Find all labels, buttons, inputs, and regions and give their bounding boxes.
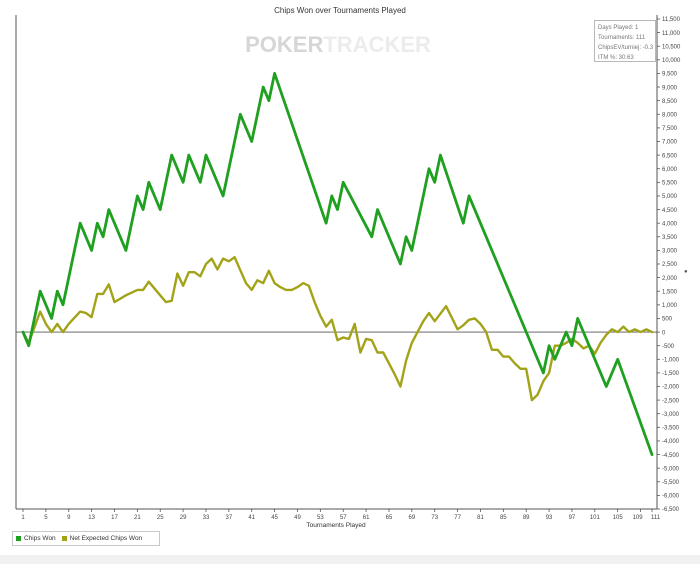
x-tick-label: 81 xyxy=(477,515,484,521)
x-tick-label: 29 xyxy=(180,515,187,521)
x-tick-label: 57 xyxy=(340,515,347,521)
legend-item-net-expected[interactable]: Net Expected Chips Won xyxy=(61,535,143,542)
y-tick-label: 3,000 xyxy=(662,249,678,255)
stat-days-played: Days Played: 1 xyxy=(598,25,639,31)
x-tick-label: 105 xyxy=(613,515,624,521)
y-tick-label: 5,500 xyxy=(662,181,678,187)
x-tick-label: 9 xyxy=(67,515,71,521)
y-tick-label: -2,500 xyxy=(662,398,680,404)
y-tick-label: -1,500 xyxy=(662,371,680,377)
stat-chips-ev: ChipsEV/turniej: -0.3 xyxy=(598,45,654,51)
series-net-expected-line xyxy=(21,256,654,402)
x-axis-label: Tournaments Played xyxy=(306,522,366,529)
stats-box: Days Played: 1 Tournaments: 111 ChipsEV/… xyxy=(594,20,656,62)
pokertracker-watermark: POKERTRACKER xyxy=(245,32,431,57)
y-tick-label: -3,000 xyxy=(662,412,680,418)
x-tick-label: 61 xyxy=(363,515,370,521)
x-tick-label: 93 xyxy=(546,515,553,521)
x-tick-label: 37 xyxy=(226,515,233,521)
y-tick-label: 2,000 xyxy=(662,276,678,282)
x-tick-label: 17 xyxy=(111,515,118,521)
y-tick-label: -6,500 xyxy=(662,507,680,513)
y-tick-label: 11,500 xyxy=(662,17,681,23)
y-tick-label: -4,000 xyxy=(662,439,680,445)
y-tick-label: 1,000 xyxy=(662,303,678,309)
y-tick-label: 4,500 xyxy=(662,208,678,214)
y-tick-label: -3,500 xyxy=(662,426,680,432)
y-tick-label: -1,000 xyxy=(662,357,680,363)
y-tick-label: -500 xyxy=(662,344,675,350)
series-layer xyxy=(21,72,654,457)
x-tick-label: 65 xyxy=(386,515,393,521)
axis-marker-icon: ● xyxy=(684,269,688,275)
x-tick-label: 21 xyxy=(134,515,141,521)
y-tick-label: 9,500 xyxy=(662,72,678,78)
y-tick-label: -5,500 xyxy=(662,480,680,486)
y-tick-label: -2,000 xyxy=(662,385,680,391)
watermark-tracker: TRACKER xyxy=(323,32,431,57)
x-tick-label: 97 xyxy=(569,515,576,521)
x-tick-label: 111 xyxy=(651,515,661,521)
x-tick-label: 25 xyxy=(157,515,164,521)
x-tick-label: 5 xyxy=(44,515,48,521)
watermark-poker: POKER xyxy=(245,32,323,57)
y-tick-label: 5,000 xyxy=(662,194,678,200)
y-tick-label: -4,500 xyxy=(662,453,680,459)
y-tick-label: 1,500 xyxy=(662,289,678,295)
x-tick-label: 101 xyxy=(590,515,601,521)
y-tick-label: 8,500 xyxy=(662,99,678,105)
x-tick-label: 69 xyxy=(408,515,415,521)
legend-swatch-net-expected xyxy=(61,536,67,541)
x-tick-label: 109 xyxy=(633,515,644,521)
legend-item-chips-won[interactable]: Chips Won xyxy=(16,535,56,542)
legend-swatch-chips-won xyxy=(16,536,21,541)
y-tick-label: 500 xyxy=(662,317,673,323)
y-tick-label: 6,000 xyxy=(662,167,678,173)
y-tick-label: 9,000 xyxy=(662,85,678,91)
y-tick-label: -5,000 xyxy=(662,466,680,472)
y-tick-label: 6,500 xyxy=(662,153,678,159)
stat-tournaments: Tournaments: 111 xyxy=(598,35,646,41)
y-tick-label: 8,000 xyxy=(662,112,678,118)
legend-label-chips-won: Chips Won xyxy=(24,535,56,542)
x-tick-label: 77 xyxy=(454,515,461,521)
y-tick-label: 10,500 xyxy=(662,44,681,50)
y-tick-label: 11,000 xyxy=(662,31,681,37)
x-tick-label: 89 xyxy=(523,515,530,521)
legend-label-net-expected: Net Expected Chips Won xyxy=(69,535,143,542)
x-tick-label: 49 xyxy=(294,515,301,521)
y-tick-label: 7,000 xyxy=(662,140,678,146)
axes: -6,500 -6,000 -5,500 -5,000 -4,500 -4,000 -3,5… xyxy=(15,15,688,521)
y-tick-label: 3,500 xyxy=(662,235,678,241)
y-tick-label: 0 xyxy=(662,330,666,336)
x-tick-label: 13 xyxy=(88,515,95,521)
bottom-bar xyxy=(0,555,700,564)
x-tick-label: 1 xyxy=(21,515,25,521)
x-tick-label: 73 xyxy=(431,515,438,521)
y-tick-label: 4,000 xyxy=(662,221,678,227)
y-tick-label: -6,000 xyxy=(662,494,680,500)
y-tick-label: 7,500 xyxy=(662,126,678,132)
x-tick-label: 45 xyxy=(271,515,278,521)
x-tick-label: 53 xyxy=(317,515,324,521)
y-tick-label: 2,500 xyxy=(662,262,678,268)
series-chips-won-line xyxy=(21,72,654,457)
x-tick-label: 85 xyxy=(500,515,507,521)
y-tick-label: 10,000 xyxy=(662,58,681,64)
legend: Chips Won Net Expected Chips Won xyxy=(12,531,160,546)
x-tick-label: 33 xyxy=(203,515,210,521)
chart-title: Chips Won over Tournaments Played xyxy=(274,6,406,15)
x-tick-label: 41 xyxy=(248,515,255,521)
stat-itm: ITM %: 30.63 xyxy=(598,55,634,61)
